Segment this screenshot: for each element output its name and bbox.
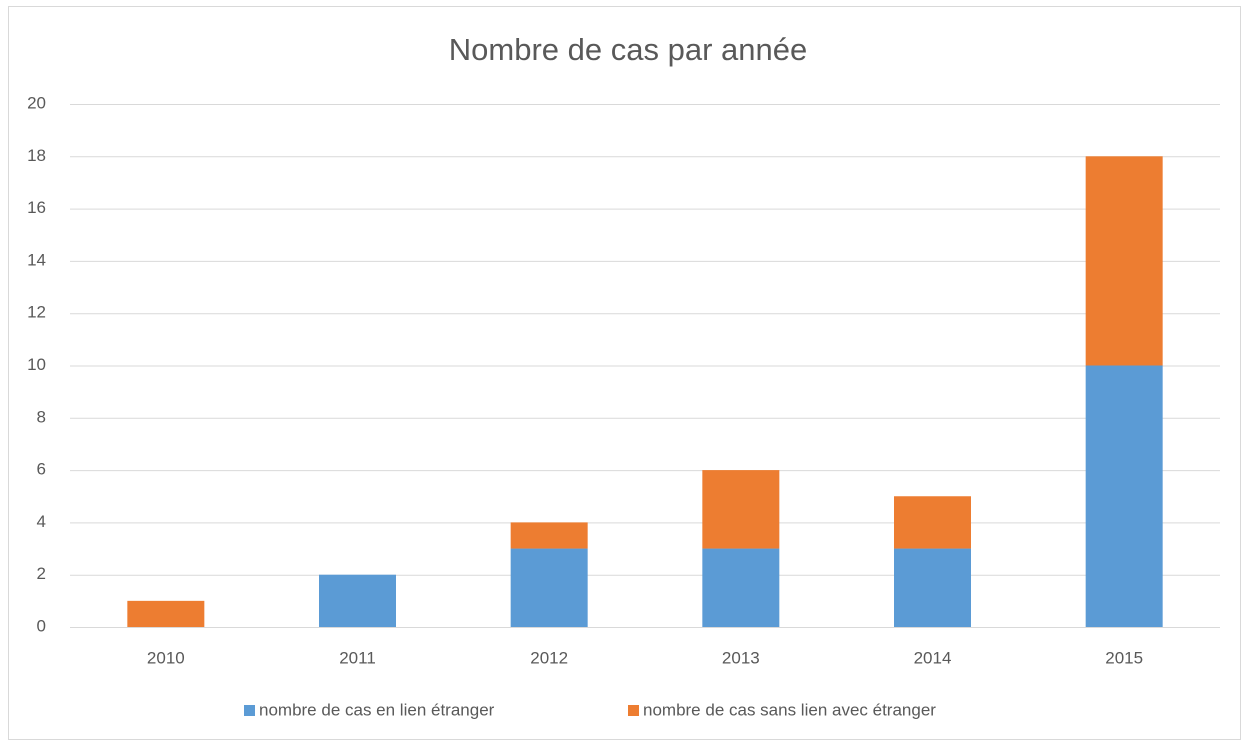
y-tick-label: 14 xyxy=(27,250,46,269)
x-tick-label: 2012 xyxy=(530,648,568,667)
x-tick-label: 2011 xyxy=(339,648,376,667)
x-tick-label: 2014 xyxy=(914,648,952,667)
y-tick-label: 2 xyxy=(37,564,46,583)
legend-swatch xyxy=(244,705,255,716)
bar-segment xyxy=(127,600,205,627)
bar-segment xyxy=(894,548,971,627)
bar-segment xyxy=(510,548,588,627)
x-tick-label: 2015 xyxy=(1105,648,1143,667)
y-tick-label: 12 xyxy=(27,303,46,322)
legend-label: nombre de cas en lien étranger xyxy=(259,700,495,719)
y-tick-label: 18 xyxy=(27,146,46,165)
bar-segment xyxy=(1085,156,1163,366)
x-tick-label: 2013 xyxy=(722,648,760,667)
bar-segment xyxy=(702,548,780,627)
bar-segment xyxy=(510,522,588,549)
bar-segment xyxy=(702,470,780,549)
y-tick-label: 16 xyxy=(27,198,46,217)
y-tick-label: 20 xyxy=(27,93,46,112)
y-tick-label: 10 xyxy=(27,355,46,374)
y-tick-label: 6 xyxy=(37,460,46,479)
bar-segment xyxy=(894,496,971,549)
y-tick-label: 8 xyxy=(37,407,46,426)
chart-title: Nombre de cas par année xyxy=(449,32,807,67)
bar-segment xyxy=(319,574,396,627)
y-tick-label: 4 xyxy=(37,512,46,531)
y-tick-label: 0 xyxy=(37,616,46,635)
x-tick-label: 2010 xyxy=(147,648,185,667)
chart-border xyxy=(8,6,1241,740)
legend-label: nombre de cas sans lien avec étranger xyxy=(643,700,936,719)
bar-segment xyxy=(1085,365,1163,627)
legend-swatch xyxy=(628,705,639,716)
